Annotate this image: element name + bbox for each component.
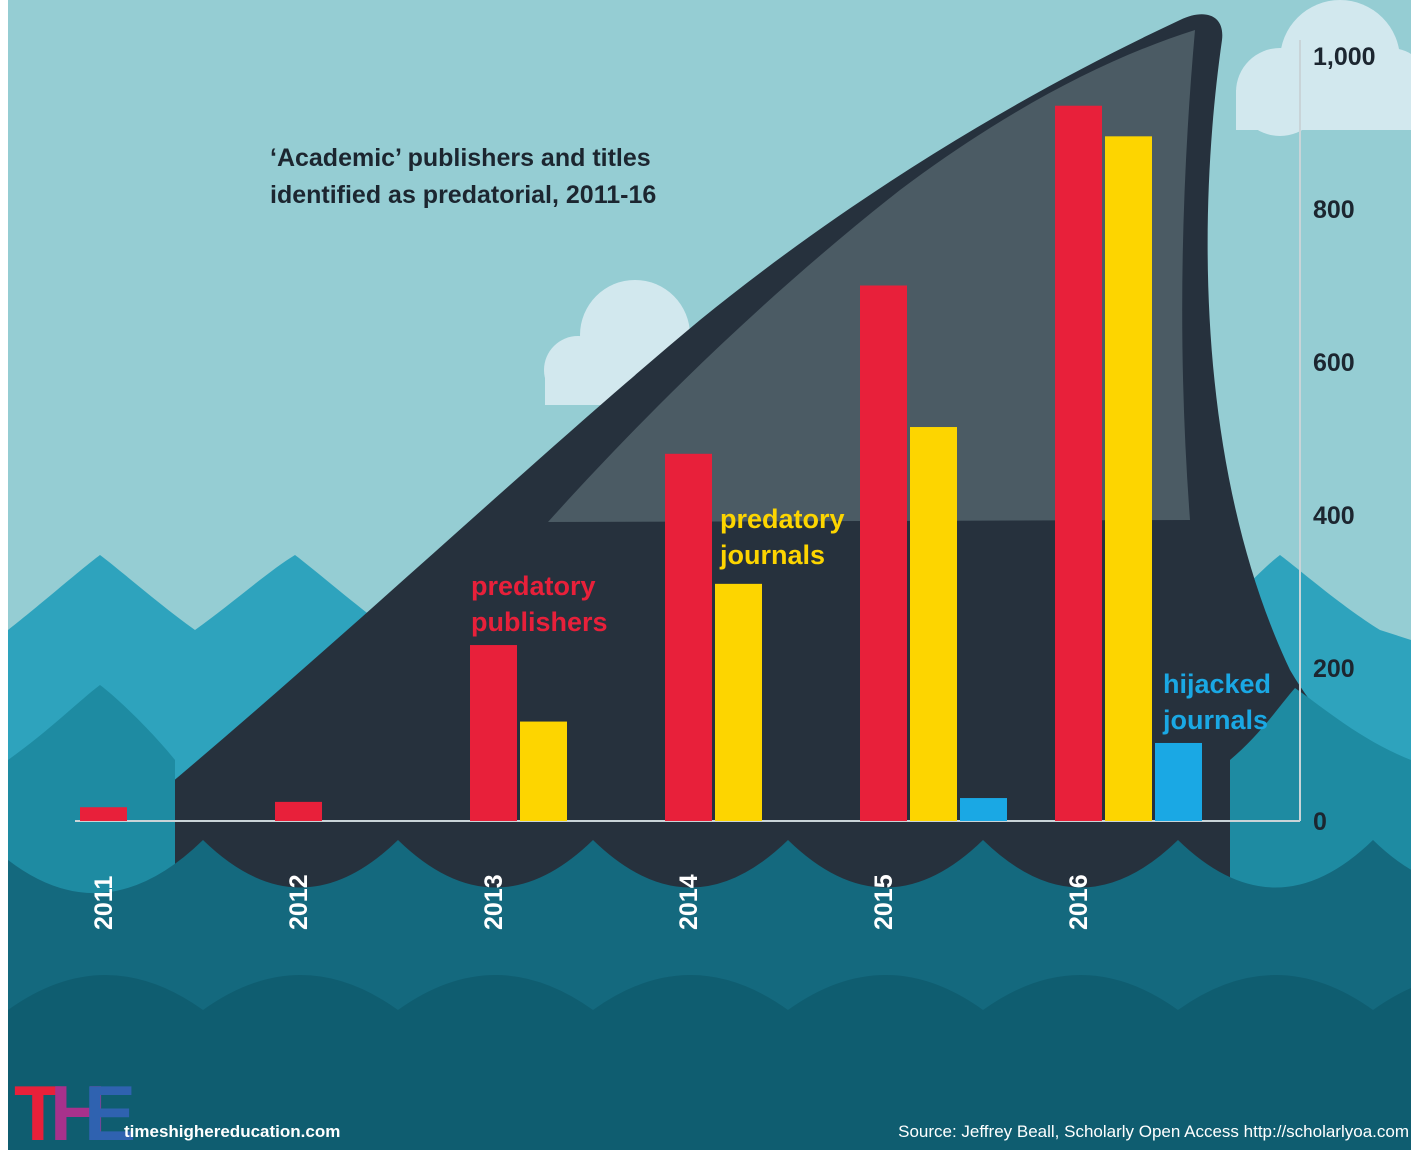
chart-title: ‘Academic’ publishers and titles identif… [270,144,658,209]
chart-title-line-1: ‘Academic’ publishers and titles [270,144,651,172]
svg-text:H: H [50,1069,106,1150]
y-tick-label: 0 [1313,808,1327,836]
svg-text:T: T [14,1069,62,1150]
footer-source: Source: Jeffrey Beall, Scholarly Open Ac… [898,1122,1409,1141]
y-tick-label: 800 [1313,196,1355,224]
bar-2013-series-1 [520,721,567,821]
x-tick-label: 2014 [675,874,703,930]
y-tick-label: 600 [1313,349,1355,377]
bar-2015-series-1 [910,427,957,821]
bar-2012-series-0 [275,801,322,821]
y-tick-label: 1,000 [1313,43,1376,71]
y-tick-label: 200 [1313,655,1355,683]
shark-fin-inner [548,30,1195,522]
x-tick-label: 2013 [480,874,508,930]
bar-2014-series-1 [715,583,762,821]
bar-2015-series-0 [860,285,907,821]
x-tick-label: 2012 [285,874,313,930]
series-label-hijacked-journals: hijacked journals [1162,669,1279,735]
x-tick-label: 2015 [870,874,898,930]
svg-text:E: E [84,1069,136,1150]
bar-2015-series-2 [960,798,1007,821]
series-label-line: hijacked [1163,669,1271,699]
water-bottom [8,975,1411,1150]
y-tick-label: 400 [1313,502,1355,530]
x-axis-ticks: 2011 2012 2013 2014 2015 2016 [90,874,1093,930]
chart-title-line-2: identified as predatorial, 2011-16 [270,181,656,209]
x-tick-label: 2011 [90,876,118,930]
series-label-line: journals [719,540,825,570]
left-border [0,0,8,1150]
bars-layer [80,105,1202,822]
x-tick-label: 2016 [1065,874,1093,930]
bar-2014-series-0 [665,453,712,821]
bar-2016-series-2 [1155,742,1202,821]
series-label-line: journals [1162,705,1268,735]
bar-2016-series-0 [1055,105,1102,822]
series-label-predatory-journals: predatory journals [719,504,852,570]
series-label-line: publishers [471,607,608,637]
series-label-line: predatory [720,504,845,534]
publisher-logo: T H E [14,1069,136,1150]
footer-site: timeshighereducation.com [124,1122,340,1141]
bar-2013-series-0 [470,645,517,821]
bar-2011-series-0 [80,807,127,821]
cloud-icon [1236,0,1411,136]
bar-2016-series-1 [1105,136,1152,821]
series-label-predatory-publishers: predatory publishers [471,571,608,637]
series-label-line: predatory [471,571,596,601]
